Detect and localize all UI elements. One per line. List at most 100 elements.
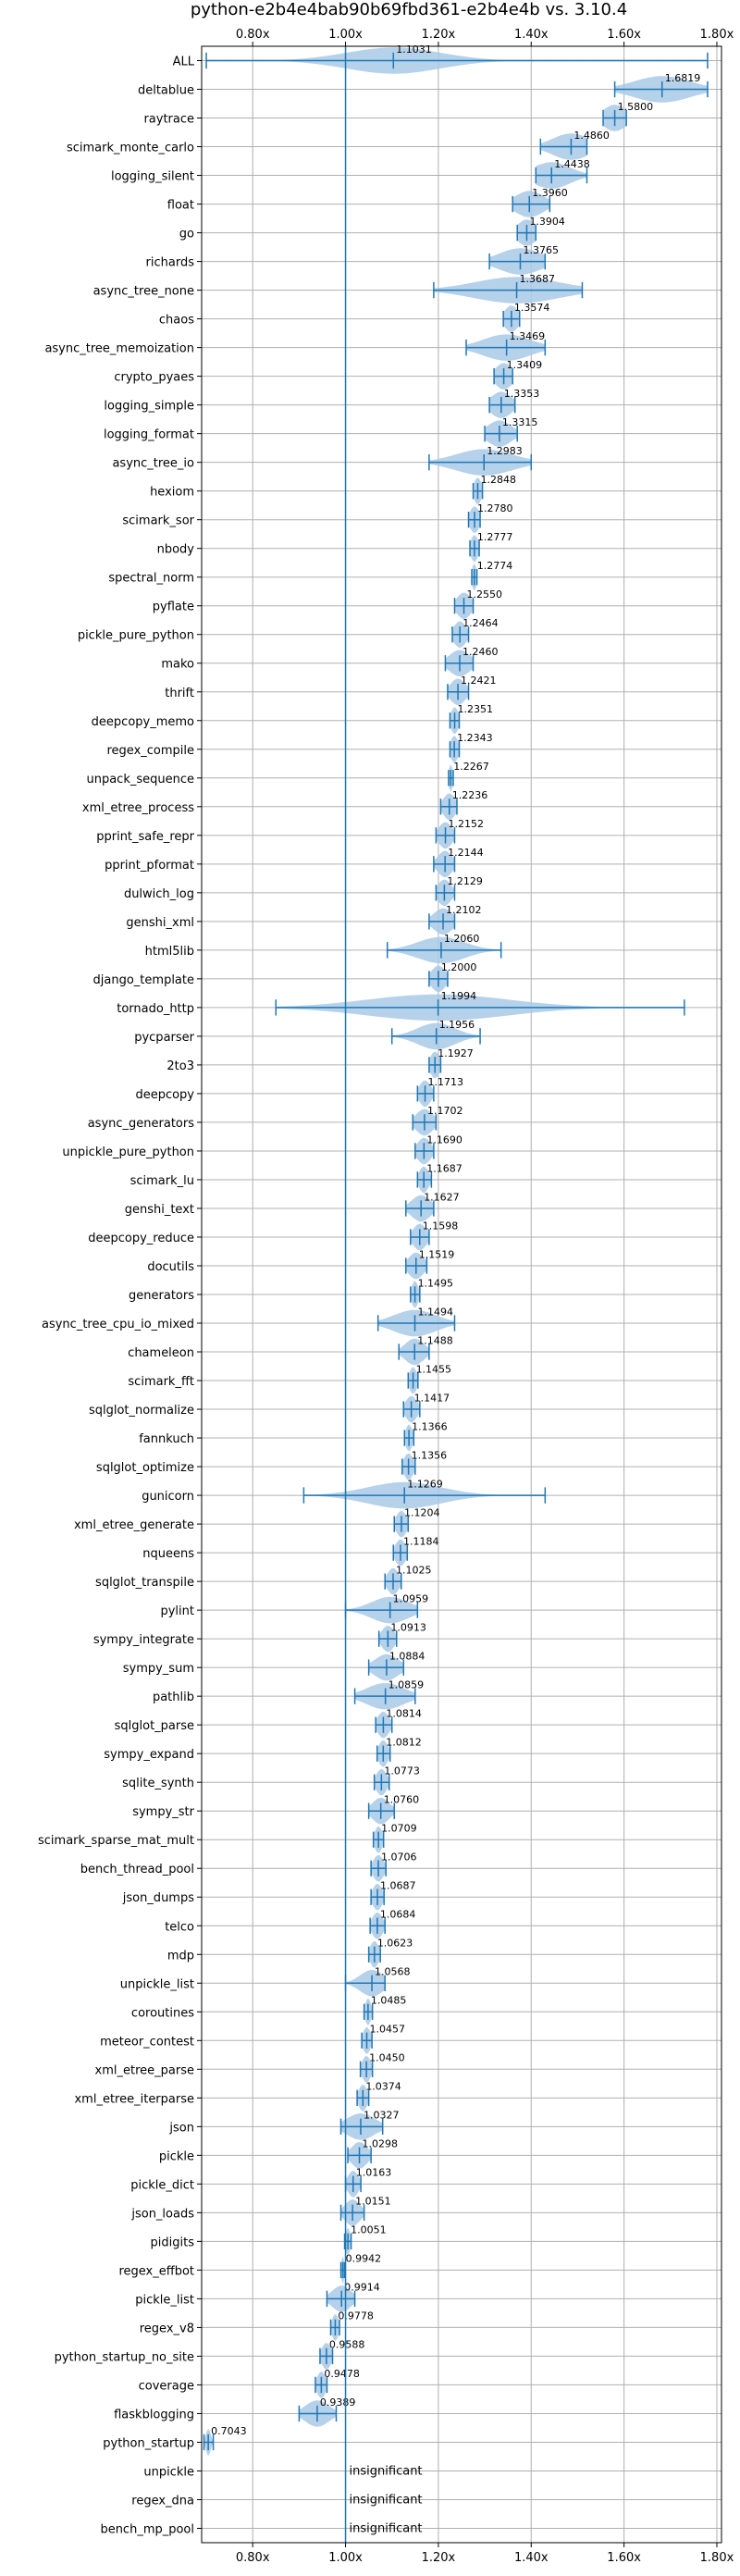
benchmark-label: logging_format (104, 428, 194, 442)
benchmark-label: regex_dna (131, 2494, 194, 2508)
mean-value-label: 1.1417 (414, 1392, 450, 1404)
benchmark-label: xml_etree_parse (95, 2063, 194, 2077)
insignificant-label: insignificant (350, 2464, 423, 2478)
mean-value-label: 1.6819 (665, 72, 701, 84)
benchmark-label: logging_silent (111, 170, 194, 184)
benchmark-label: pycparser (134, 1031, 194, 1045)
benchmark-label: gunicorn (142, 1490, 194, 1504)
mean-value-label: 1.2129 (447, 875, 483, 887)
benchmark-label: raytrace (143, 113, 194, 127)
mean-value-label: 1.1690 (426, 1133, 462, 1146)
mean-value-label: 1.3960 (532, 187, 568, 199)
mean-value-label: 1.1927 (438, 1047, 474, 1059)
benchmark-label: richards (146, 256, 195, 270)
benchmark-label: bench_thread_pool (80, 1863, 194, 1876)
benchmark-label: meteor_contest (100, 2035, 194, 2049)
x-tick-label-top: 1.80x (700, 28, 734, 42)
mean-value-label: 1.1494 (418, 1306, 454, 1318)
benchmark-label: sqlglot_normalize (89, 1404, 194, 1418)
mean-value-label: 1.0812 (386, 1737, 422, 1749)
violin-layer: 1.1031 1.6819 1.5800 1.4860 1.4438 1.3960 1.39… (203, 43, 709, 2543)
benchmark-label: sqlglot_parse (115, 1719, 194, 1733)
benchmark-label: genshi_xml (126, 916, 194, 930)
benchmark-label: mako (161, 658, 194, 672)
benchmark-label: html5lib (145, 945, 194, 959)
mean-value-label: 1.0859 (388, 1678, 425, 1690)
mean-value-label: 1.1184 (403, 1535, 439, 1547)
benchmark-label: 2to3 (166, 1059, 194, 1073)
benchmark-label: deepcopy_memo (92, 715, 194, 729)
benchmark-label: scimark_lu (130, 1174, 194, 1188)
grid-layer (202, 46, 722, 2543)
chart-title: python-e2b4e4bab90b69fbd361-e2b4e4b vs. … (191, 0, 627, 19)
benchmark-label: sqlite_synth (122, 1777, 194, 1790)
mean-value-label: 1.0709 (381, 1823, 417, 1835)
mean-value-label: 1.0913 (390, 1621, 426, 1633)
mean-value-label: 1.0457 (369, 2024, 405, 2036)
mean-value-label: 1.0814 (386, 1707, 422, 1719)
benchmark-label: tornado_http (117, 1002, 194, 1016)
mean-value-label: 1.2983 (487, 445, 523, 457)
benchmark-label: unpack_sequence (86, 773, 194, 786)
benchmark-label: pathlib (153, 1690, 194, 1704)
mean-value-label: 1.2351 (458, 703, 494, 715)
x-tick-label-bottom: 1.00x (328, 2551, 363, 2565)
mean-value-label: 1.0884 (389, 1650, 426, 1662)
benchmark-label: regex_v8 (140, 2322, 194, 2335)
benchmark-label: regex_compile (106, 744, 194, 758)
benchmark-label: fannkuch (139, 1432, 194, 1446)
benchmark-label: chaos (159, 314, 194, 328)
mean-value-label: 1.1455 (416, 1363, 452, 1375)
mean-value-label: 1.0374 (365, 2081, 401, 2093)
mean-value-label: 0.9942 (346, 2253, 382, 2265)
benchmark-label: mdp (167, 1949, 194, 1963)
benchmark-label: go (179, 228, 194, 242)
x-tick-label-bottom: 1.20x (422, 2551, 456, 2565)
benchmark-label: hexiom (150, 486, 194, 500)
mean-value-label: 1.0327 (364, 2110, 400, 2122)
benchmark-label: nbody (157, 543, 195, 557)
benchmark-label: pyflate (153, 601, 194, 614)
x-tick-label-bottom: 1.80x (700, 2551, 734, 2565)
mean-value-label: 1.1627 (424, 1191, 460, 1203)
mean-value-label: 0.9914 (344, 2282, 380, 2294)
mean-value-label: 1.0684 (380, 1909, 416, 1921)
benchmark-label: generators (129, 1289, 194, 1303)
benchmark-label: deepcopy_reduce (88, 1232, 194, 1245)
x-tick-label-bottom: 1.60x (607, 2551, 641, 2565)
mean-value-label: 1.0706 (381, 1852, 417, 1864)
benchmark-label: sympy_expand (104, 1748, 194, 1762)
benchmark-label: xml_etree_process (82, 801, 194, 815)
benchmark-label: python_startup (103, 2436, 194, 2450)
mean-value-label: 1.2780 (477, 502, 513, 514)
mean-value-label: 1.3353 (504, 388, 540, 400)
benchmark-label: telco (165, 1920, 194, 1934)
benchmark-label: json_loads (130, 2207, 194, 2221)
benchmark-label: pickle_list (135, 2293, 194, 2307)
benchmark-label: pickle_pure_python (78, 629, 194, 643)
benchmark-label: json_dumps (122, 1891, 194, 1905)
benchmark-label: logging_simple (104, 400, 194, 414)
mean-value-label: 1.2152 (449, 818, 484, 830)
benchmark-label: pidigits (151, 2235, 195, 2249)
mean-value-label: 1.1025 (396, 1564, 432, 1576)
benchmark-label: pickle_dict (130, 2178, 194, 2192)
benchmark-label: genshi_text (125, 1203, 194, 1217)
mean-value-label: 1.1994 (441, 990, 476, 1002)
benchmark-label: crypto_pyaes (114, 371, 194, 385)
mean-value-label: 1.3765 (523, 244, 559, 256)
benchmark-label: flaskblogging (114, 2408, 194, 2421)
mean-value-label: 1.1031 (396, 43, 432, 56)
benchmark-label: scimark_sor (122, 514, 194, 528)
mean-value-label: 1.2774 (477, 560, 513, 572)
mean-value-label: 1.1204 (404, 1506, 440, 1518)
benchmark-label: deltablue (138, 84, 194, 98)
mean-value-label: 1.3469 (510, 330, 546, 342)
mean-value-label: 0.9778 (338, 2310, 374, 2322)
mean-value-label: 0.9389 (320, 2396, 356, 2409)
benchmark-label: chameleon (128, 1346, 194, 1360)
mean-value-label: 0.9478 (324, 2368, 360, 2380)
mean-value-label: 1.2267 (453, 761, 488, 773)
mean-value-label: 1.0151 (355, 2196, 391, 2208)
